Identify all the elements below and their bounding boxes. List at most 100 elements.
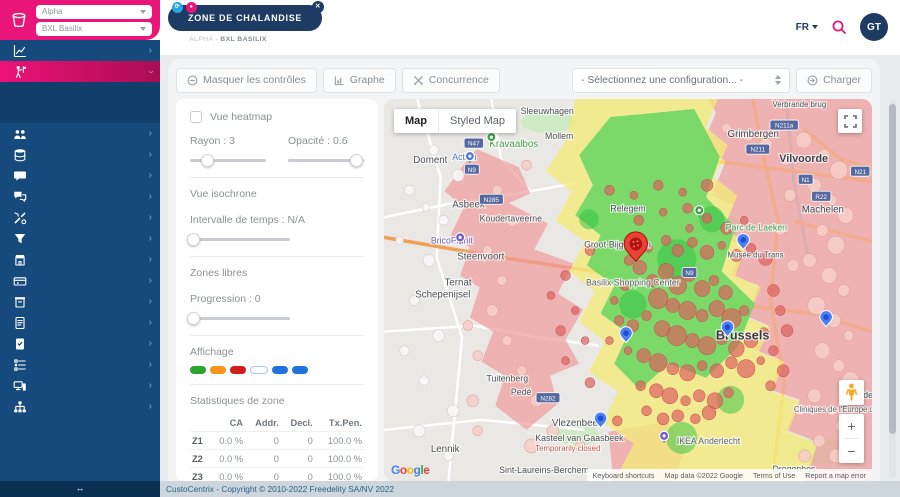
display-badge-densite-ins9[interactable] (272, 366, 288, 374)
sidebar-item-campagnes[interactable]: › (0, 165, 160, 186)
density-point (777, 365, 789, 377)
fullscreen-icon (844, 115, 857, 128)
avatar[interactable]: GT (860, 13, 888, 41)
heatmap-checkbox-row[interactable]: Vue heatmap (190, 111, 364, 123)
density-point (697, 361, 707, 371)
zoom-in-button[interactable]: + (839, 414, 864, 438)
chevron-right-icon: › (149, 276, 152, 286)
display-badge-positions-de-place[interactable] (250, 366, 268, 374)
sidebar-item-gestion-courante[interactable]: › (0, 396, 160, 417)
map-canvas[interactable]: VilvoordeMachelenGrimbergenVerbrande bru… (384, 99, 872, 481)
sidebar-item-enquetes[interactable]: › (0, 354, 160, 375)
sidebar-item-base-de-donnees[interactable]: › (0, 144, 160, 165)
time-interval-slider[interactable] (190, 233, 290, 246)
density-point (757, 357, 765, 365)
progression-slider[interactable] (190, 312, 290, 325)
comm-tools-icon (13, 211, 27, 225)
search-icon[interactable] (831, 19, 847, 35)
attribution-link[interactable]: Report a map error (805, 471, 866, 480)
density-point (585, 378, 595, 388)
attribution-link[interactable]: Terms of Use (753, 471, 795, 480)
map-type-map-button[interactable]: Map (394, 109, 438, 133)
density-point (737, 360, 755, 378)
tab-refresh-icon[interactable]: ⟳ (172, 2, 183, 13)
fullscreen-button[interactable] (838, 109, 862, 133)
display-badge-zone-secondaire[interactable] (210, 366, 226, 374)
stats-cell: 0 (281, 468, 315, 482)
sidebar-item-analyse-et-pilotage[interactable]: › (0, 40, 160, 61)
map-label: Steenvoort (457, 251, 504, 262)
brand-box: Alpha BXL Basilix (0, 0, 160, 40)
map-label: Temporarily closed (535, 444, 600, 453)
density-point (679, 302, 697, 320)
load-button[interactable]: Charger (796, 68, 872, 93)
sidebar-item-zone-de-chalandise[interactable]: › (0, 61, 160, 82)
stats-col-header: Tx.Pen. (315, 415, 364, 432)
graph-button[interactable]: Graphe (323, 68, 396, 93)
density-point (522, 160, 532, 170)
map-label: Doment (413, 155, 447, 166)
sidebar-item-formulaires[interactable]: › (0, 312, 160, 333)
stats-row: Z30.0 %00100.0 % (190, 468, 364, 482)
density-point (624, 347, 632, 355)
attribution-link[interactable]: Map data ©2022 Google (665, 471, 743, 480)
sidebar-item-gestion-des-ventes[interactable]: › (0, 249, 160, 270)
select-arrows-icon (775, 75, 781, 85)
svg-text:N211: N211 (750, 147, 765, 154)
account-select-value: Alpha (42, 7, 62, 16)
zoom-out-button[interactable]: − (839, 439, 864, 463)
map-label: Cliniques de l'Europe de Bruxelles (794, 405, 872, 414)
density-point (702, 213, 712, 223)
sidebar-subitem-zone-de-chalandise[interactable] (0, 88, 160, 102)
sidebar-subitem-zone-de-chalandise-edition[interactable] (0, 102, 160, 116)
chevron-right-icon: › (149, 297, 152, 307)
page-scrollbar-thumb[interactable] (889, 104, 896, 434)
language-select[interactable]: FR (796, 22, 818, 33)
display-badge-zone-tertiaire[interactable] (230, 366, 246, 374)
sidebar-item-my-freedelity[interactable]: › (0, 375, 160, 396)
sidebar-item-gestion-de-la-fidelite[interactable]: › (0, 228, 160, 249)
gift-card-icon (13, 274, 27, 288)
store-select-value: BXL Basilix (42, 24, 82, 33)
opacity-slider-thumb[interactable] (350, 154, 363, 167)
chevron-right-icon: › (149, 213, 152, 223)
density-point (686, 224, 694, 232)
map-type-styled-button[interactable]: Styled Map (438, 109, 516, 133)
account-select[interactable]: Alpha (36, 5, 152, 19)
zone-stats-table: CAAddr.Decl.Tx.Pen. Z10.0 %00100.0 %Z20.… (190, 415, 364, 481)
load-circle-arrow-icon (807, 75, 818, 86)
sidebar-item-gdpr[interactable]: › (0, 333, 160, 354)
map-label: Ternat (445, 277, 472, 288)
attribution-link[interactable]: Keyboard shortcuts (593, 471, 655, 480)
competition-button[interactable]: Concurrence (402, 68, 500, 93)
store-select[interactable]: BXL Basilix (36, 22, 152, 36)
zone-primary-spot (579, 209, 599, 229)
heatmap-checkbox[interactable] (190, 111, 202, 123)
hide-controls-button[interactable]: Masquer les contrôles (176, 68, 317, 93)
density-point (612, 416, 622, 426)
density-point (833, 360, 845, 372)
radius-slider-thumb[interactable] (201, 154, 214, 167)
sidebar-item-gestion-de-catalogue[interactable]: › (0, 291, 160, 312)
progression-slider-thumb[interactable] (187, 312, 200, 325)
map-label: Schepenijsel (415, 289, 470, 300)
display-badge-autres-magasins[interactable] (292, 366, 308, 374)
tab-pin-icon[interactable]: ● (186, 2, 197, 13)
density-point (683, 203, 693, 213)
sidebar-item-bons-cadeaux[interactable]: › (0, 270, 160, 291)
pegman-button[interactable] (839, 380, 864, 405)
tab-close-icon[interactable]: ✕ (312, 1, 324, 13)
opacity-slider[interactable] (288, 154, 364, 167)
sidebar-item-gestion-des-consommateurs[interactable]: › (0, 123, 160, 144)
sidebar-collapse-button[interactable]: ↔ (0, 481, 160, 497)
time-interval-slider-thumb[interactable] (187, 233, 200, 246)
sidebar-item-automatisations-marketing[interactable]: › (0, 186, 160, 207)
density-point (463, 321, 473, 331)
configuration-select[interactable]: - Sélectionnez une configuration... - (572, 68, 790, 93)
tab-zone-de-chalandise[interactable]: ZONE DE CHALANDISE ⟳ ● ✕ (168, 5, 322, 31)
display-badge-zone-primaire[interactable] (190, 366, 206, 374)
density-point (787, 259, 799, 271)
map[interactable]: VilvoordeMachelenGrimbergenVerbrande bru… (384, 99, 872, 481)
sidebar-item-outils-de-communication[interactable]: › (0, 207, 160, 228)
radius-slider[interactable] (190, 154, 266, 167)
